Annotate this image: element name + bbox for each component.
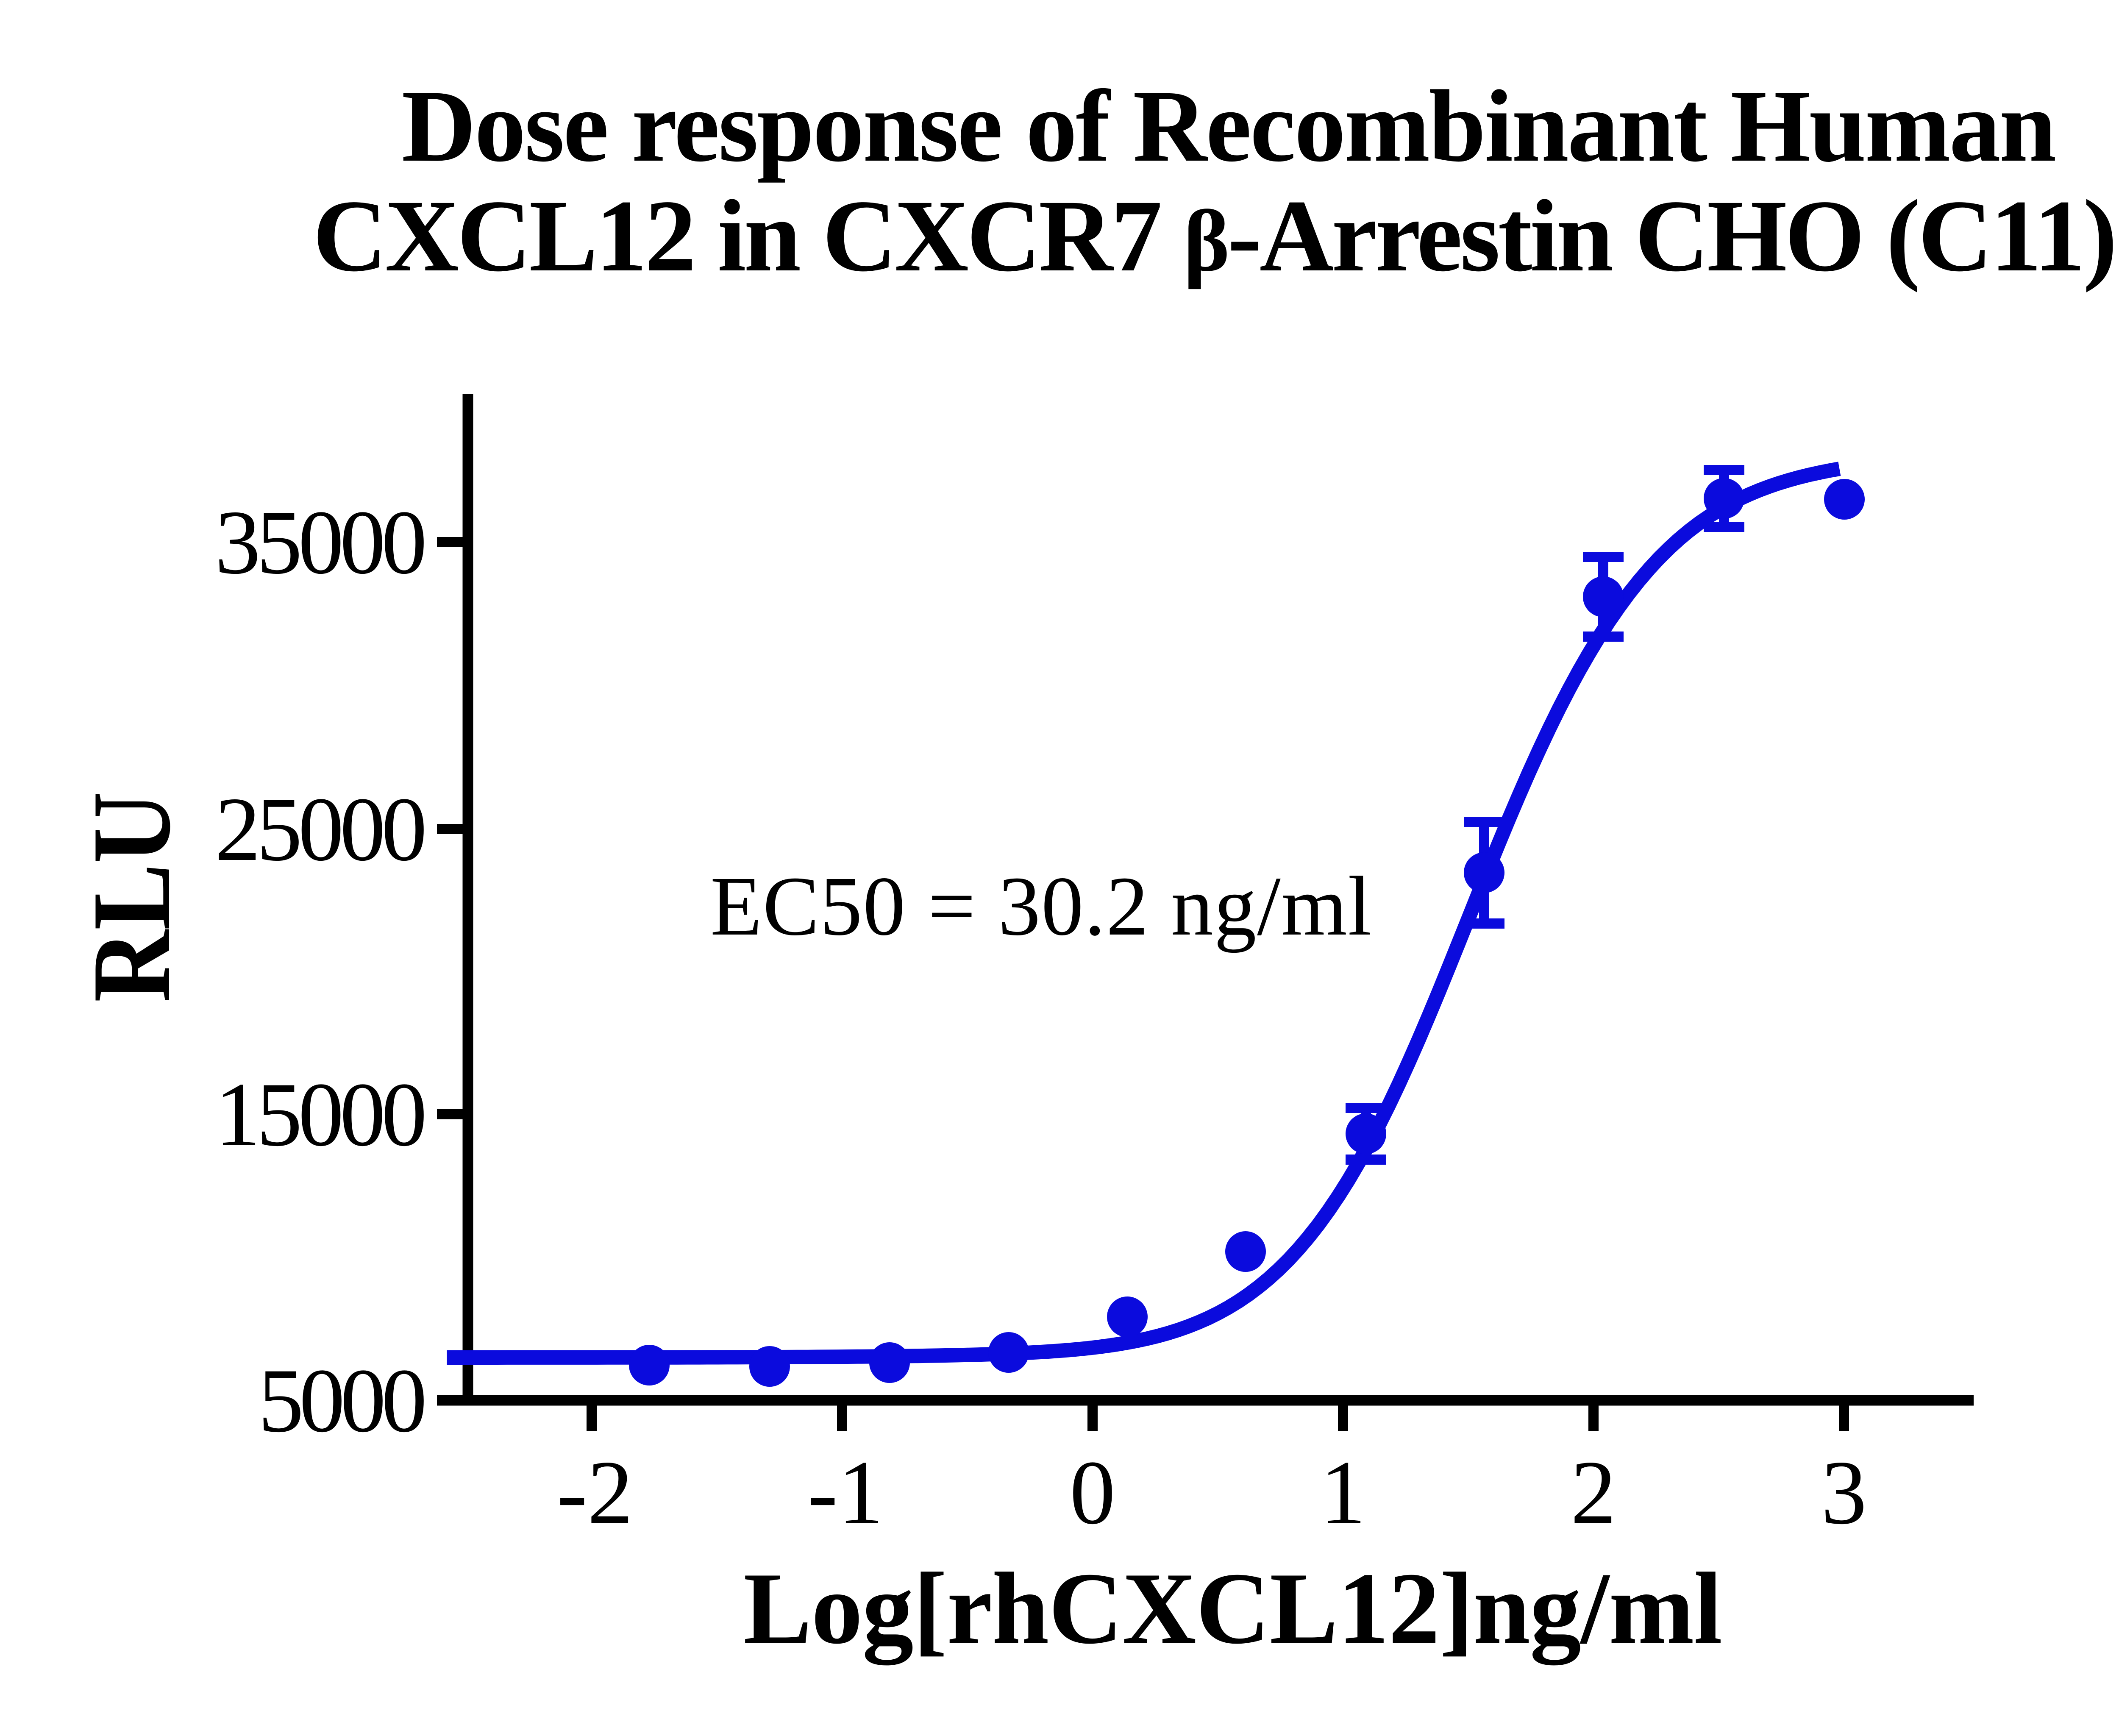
svg-text:-2: -2 (557, 1442, 633, 1543)
svg-text:-1: -1 (807, 1442, 884, 1543)
svg-text:15000: 15000 (215, 1064, 427, 1165)
svg-text:CXCL12 in CXCR7 β-Arrestin CHO: CXCL12 in CXCR7 β-Arrestin CHO (C11) (313, 178, 2117, 293)
svg-text:RLU: RLU (70, 792, 194, 1002)
svg-text:0: 0 (1070, 1442, 1115, 1543)
svg-text:Log[rhCXCL12]ng/ml: Log[rhCXCL12]ng/ml (743, 1552, 1722, 1665)
svg-text:3: 3 (1821, 1442, 1867, 1543)
svg-text:Dose response of Recombinant H: Dose response of Recombinant Human (402, 69, 2057, 183)
svg-text:2: 2 (1571, 1442, 1616, 1543)
svg-text:25000: 25000 (215, 779, 427, 880)
svg-text:5000: 5000 (258, 1350, 427, 1451)
svg-text:35000: 35000 (215, 492, 427, 593)
svg-text:1: 1 (1320, 1442, 1366, 1543)
svg-text:EC50 = 30.2 ng/ml: EC50 = 30.2 ng/ml (710, 860, 1371, 953)
